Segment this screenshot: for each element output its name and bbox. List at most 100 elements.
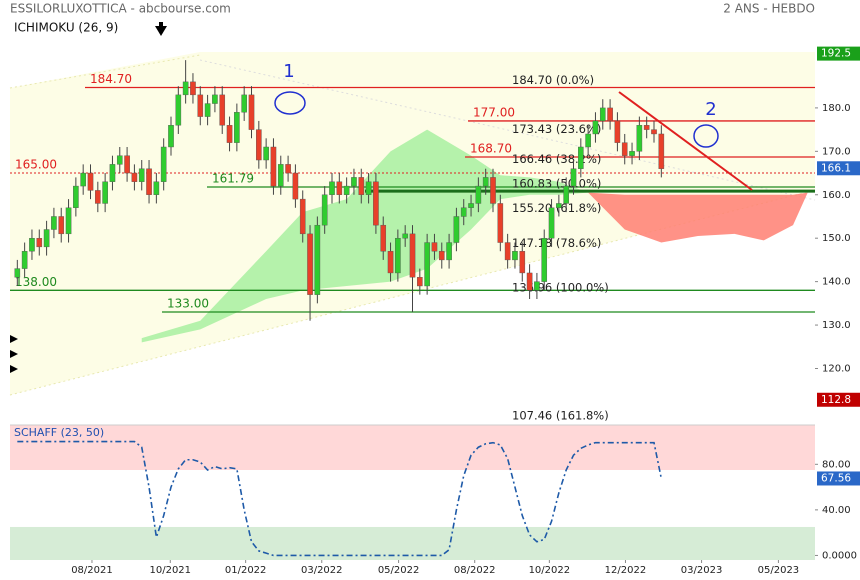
x-tick-label: 08/2022 (454, 565, 496, 576)
annotation-circle (274, 91, 306, 115)
candle-body (307, 233, 313, 295)
annotation: 1 (283, 61, 294, 82)
candle-body (241, 94, 247, 113)
candle-body (563, 185, 569, 204)
fib-label: 160.83 (50.0%) (512, 177, 601, 191)
price-marker-label: 67.56 (821, 472, 851, 484)
candle-body (438, 251, 445, 261)
candle-body (534, 281, 540, 291)
candle-body (270, 146, 277, 187)
candle-body (277, 164, 284, 187)
candle-body (197, 94, 204, 117)
candle-body (351, 177, 357, 187)
indicator-label: ICHIMOKU (26, 9) (14, 21, 118, 35)
candle-body (73, 185, 79, 208)
candle-body (424, 242, 430, 287)
candle-body (636, 125, 643, 152)
candle-body (482, 177, 489, 187)
marker-arrow (155, 22, 167, 36)
candle-body (614, 120, 621, 143)
candle-body (43, 229, 50, 248)
candle-body (402, 233, 408, 239)
resistance-line (618, 91, 753, 191)
fib-label: 136.96 (100.0%) (512, 280, 609, 294)
candle-body (65, 207, 72, 235)
schaff-line (17, 440, 663, 557)
candle-body (175, 94, 182, 126)
candle-body (21, 251, 28, 269)
candle-body (124, 155, 130, 174)
ichimoku-cloud (588, 192, 808, 243)
y-tick-label: 180.0 (822, 103, 851, 114)
candle-body (102, 181, 108, 204)
candle-body (599, 107, 606, 122)
annotation: 2 (705, 99, 716, 120)
candle-body (109, 164, 116, 182)
candle-body (14, 268, 21, 278)
candle-body (358, 177, 365, 195)
x-tick-label: 10/2022 (529, 565, 571, 576)
candle-body (431, 242, 438, 252)
candle-body (51, 216, 57, 230)
candle-body (285, 164, 291, 174)
candle-body (299, 198, 306, 235)
level-label: 133.00 (167, 297, 209, 311)
candle-body (512, 251, 518, 261)
candle-body (87, 172, 94, 191)
candle-body (658, 133, 665, 169)
level-label: 165.00 (15, 158, 57, 172)
candle-body (629, 151, 635, 156)
fib-label: 107.46 (161.8%) (512, 408, 609, 422)
annotation-circle (693, 124, 719, 148)
candle-body (556, 203, 562, 208)
candle-body (453, 216, 460, 243)
zone (10, 425, 815, 470)
x-tick-label: 05/2023 (758, 565, 800, 576)
candle-body (219, 94, 226, 126)
candle-body (146, 168, 152, 195)
schaff-panel: 80.00 40.00 0.0000 08/2021 10/2021 01/2022 03/… (10, 424, 860, 576)
candle-body (292, 172, 299, 200)
candle-body (621, 142, 628, 156)
candle-body (380, 224, 387, 252)
candle-body (212, 94, 218, 104)
y-tick-label: 0.0000 (822, 550, 857, 561)
x-tick-label: 10/2021 (149, 565, 191, 576)
y-tick-label: 80.00 (822, 459, 851, 470)
candle-body (116, 155, 123, 165)
candle-body (468, 203, 474, 208)
candle-body (504, 242, 511, 261)
level-label: 138.00 (15, 275, 57, 289)
candle-body (387, 251, 394, 274)
ichimoku-cloud (141, 129, 589, 343)
trend-line (199, 59, 816, 201)
candle-body (248, 94, 255, 130)
candle-body (190, 81, 196, 96)
level-label: 161.79 (212, 171, 254, 185)
candle-body (234, 112, 240, 143)
x-tick-label: 03/2022 (301, 565, 343, 576)
candle-body (395, 237, 401, 274)
candle-body (321, 194, 328, 226)
fib-label: 173.43 (23.6%) (512, 122, 601, 136)
candle-body (490, 177, 496, 204)
candle-body (365, 181, 372, 195)
candle-body (336, 181, 343, 195)
candle-body (570, 168, 577, 187)
candle-body (80, 172, 86, 187)
candle-body (409, 233, 416, 278)
chart-subtitle: 2 ANS - HEBDO (723, 2, 815, 16)
fib-label: 147.18 (78.6%) (512, 236, 601, 250)
main-panel: 120.0 130.0 140.0 150.0 160.0 170.0 180.0 184.7… (10, 46, 860, 422)
candle-body (153, 181, 160, 195)
channel-line (9, 54, 201, 89)
candle-body (651, 129, 657, 135)
candle-body (204, 103, 211, 117)
candle-body (329, 181, 335, 195)
price-marker-label: 112.8 (821, 394, 851, 406)
y-tick-label: 120.0 (822, 363, 851, 374)
x-tick-label: 05/2022 (378, 565, 420, 576)
candle-body (475, 185, 482, 204)
candle-body (417, 277, 423, 287)
